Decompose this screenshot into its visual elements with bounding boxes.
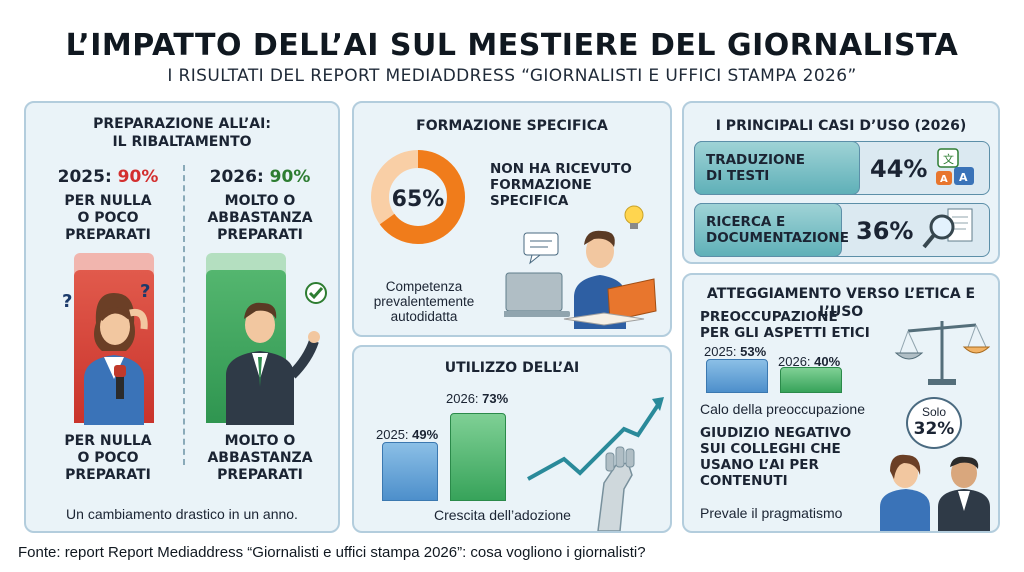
usecase-bar-research xyxy=(694,203,842,257)
usecase-research-pct: 36% xyxy=(856,217,914,245)
panel-title: ATTEGGIAMENTO VERSO L’ETICA E L’USO xyxy=(706,286,976,320)
ethics-2025-label: 2025: 53% xyxy=(704,344,767,359)
usage-bar-2026 xyxy=(450,413,506,501)
source-footer: Fonte: report Report Mediaddress “Giorna… xyxy=(18,544,646,561)
svg-text:A: A xyxy=(959,171,968,184)
page-subtitle: I RISULTATI DEL REPORT MEDIADDRESS “GIOR… xyxy=(167,66,857,86)
magnifier-document-icon xyxy=(922,208,973,249)
right-desc: MOLTO O ABBASTANZA PREPARATI xyxy=(207,193,313,243)
book-icon xyxy=(563,278,657,326)
svg-text:?: ? xyxy=(62,291,72,312)
svg-text:A: A xyxy=(940,174,948,185)
panel-preparazione: PREPARAZIONE ALL’AI: IL RIBALTAMENTO 202… xyxy=(24,101,340,533)
usecase-bar-translation xyxy=(694,141,860,195)
panel-title: PREPARAZIONE ALL’AI: IL RIBALTAMENTO xyxy=(93,116,271,150)
usecase-translation-pct: 44% xyxy=(870,155,928,183)
left-header: 2025: 90% xyxy=(57,167,159,187)
panel-title: UTILIZZO DELL’AI xyxy=(444,360,580,376)
ethics-caption: Prevale il pragmatismo xyxy=(700,505,843,521)
left-desc: PER NULLA O POCO PREPARATI xyxy=(64,193,152,243)
usecase-translation-label: TRADUZIONE DI TESTI xyxy=(706,152,806,184)
usage-bar-2025 xyxy=(382,442,438,501)
colleagues-illustration xyxy=(880,454,990,531)
trend-arrow-icon xyxy=(527,397,664,481)
panel-title: FORMAZIONE SPECIFICA xyxy=(416,118,608,134)
right-header: 2026: 90% xyxy=(209,167,311,187)
ethics-concern-caption: Calo della preoccupazione xyxy=(700,401,865,417)
laptop-icon xyxy=(504,272,570,317)
robot-hand-icon xyxy=(597,446,635,531)
worried-journalist-illustration: ? ? xyxy=(62,281,150,425)
panel-etica: ATTEGGIAMENTO VERSO L’ETICA E L’USO PREO… xyxy=(682,273,1000,533)
ethics-bubble: Solo 32% xyxy=(906,397,962,449)
usage-2025-label: 2025: 49% xyxy=(376,427,439,442)
ethics-bar-2025 xyxy=(706,359,768,393)
usage-caption: Crescita dell’adozione xyxy=(434,507,571,523)
lightbulb-icon xyxy=(624,205,644,229)
usecase-research-label: RICERCA E DOCUMENTAZIONE xyxy=(706,214,849,246)
ethics-judgement: GIUDIZIO NEGATIVO SUI COLLEGHI CHE USANO L… xyxy=(700,425,852,489)
ethics-bar-2026 xyxy=(780,367,842,393)
ethics-concern-heading: PREOCCUPAZIONE PER GLI ASPETTI ETICI xyxy=(700,309,870,341)
scales-icon xyxy=(894,321,990,385)
svg-text:文: 文 xyxy=(943,152,954,166)
training-desc: NON HA RICEVUTO FORMAZIONE SPECIFICA xyxy=(490,161,632,209)
panel-title: I PRINCIPALI CASI D’USO (2026) xyxy=(715,118,967,134)
svg-text:?: ? xyxy=(140,281,150,302)
usage-2026-label: 2026: 73% xyxy=(446,391,509,406)
translate-icon: 文 A A xyxy=(936,148,974,185)
divider xyxy=(183,165,185,465)
training-donut xyxy=(371,150,465,244)
prep-caption: Un cambiamento drastico in un anno. xyxy=(66,506,298,522)
studying-journalist-illustration xyxy=(504,205,657,329)
ethics-2026-label: 2026: 40% xyxy=(778,354,841,369)
panel-formazione: FORMAZIONE SPECIFICA 65% NON HA RICEVUTO… xyxy=(352,101,672,337)
bottom-right-label: MOLTO O ABBASTANZA PREPARATI xyxy=(207,433,313,483)
training-note: Competenza prevalentemente autodidatta xyxy=(373,279,475,324)
speech-bubble-icon xyxy=(523,232,559,265)
question-icon: ? ? xyxy=(62,281,150,312)
check-icon xyxy=(305,282,327,304)
panel-utilizzo: UTILIZZO DELL’AI 2025: 49% 2026: 73% Cre… xyxy=(352,345,672,533)
panel-casi-uso: I PRINCIPALI CASI D’USO (2026) TRADUZION… xyxy=(682,101,1000,264)
robot-hand-illustration xyxy=(527,397,664,531)
bottom-left-label: PER NULLA O POCO PREPARATI xyxy=(64,433,152,483)
training-pct: 65% xyxy=(391,187,445,212)
page-title: L’IMPATTO DELL’AI SUL MESTIERE DEL GIORN… xyxy=(65,28,959,63)
confident-journalist-illustration: ✦ xyxy=(226,282,327,425)
